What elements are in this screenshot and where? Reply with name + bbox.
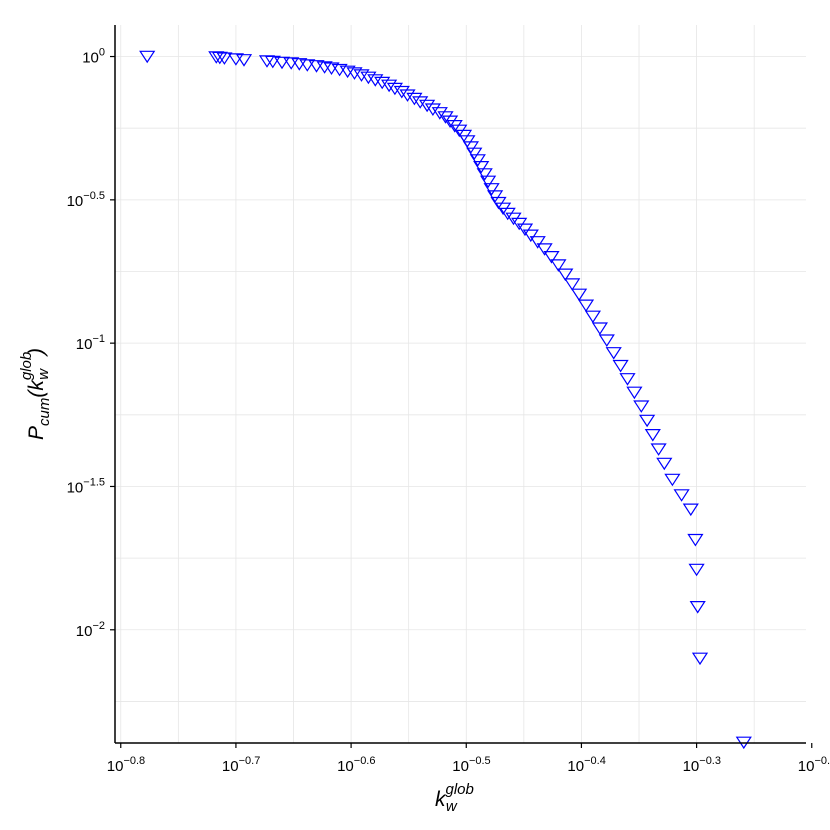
data-point (557, 268, 574, 282)
y-axis-title-base: P (25, 426, 48, 440)
data-point (353, 69, 370, 82)
data-point (412, 96, 429, 109)
data-point (381, 79, 398, 93)
x-tick-label: 10−0.6 (337, 755, 375, 775)
data-point (418, 99, 436, 113)
data-point (437, 111, 454, 124)
data-point (367, 74, 384, 87)
data-point (687, 533, 704, 547)
data-point (486, 190, 504, 203)
data-point (273, 56, 291, 70)
data-point (522, 229, 539, 243)
data-point (650, 443, 667, 456)
data-point (483, 183, 500, 196)
data-point (591, 322, 608, 336)
data-point (644, 429, 661, 442)
data-point (346, 67, 363, 80)
data-point (619, 373, 636, 386)
x-axis-title-base: k (435, 788, 447, 811)
x-tick-label: 10−0.7 (222, 755, 260, 775)
data-point (235, 54, 253, 67)
data-point (466, 147, 483, 161)
x-tick-label: 10−0.5 (452, 755, 490, 775)
data-point (638, 414, 656, 428)
x-tick-label: 10−0.8 (107, 755, 145, 775)
y-axis-title-paren-sub: w (35, 368, 52, 380)
x-axis-ticks: 10−0.8 10−0.7 10−0.6 10−0.5 10−0.4 10−0.3 10−0… (107, 743, 830, 775)
data-point (550, 259, 567, 272)
data-point (399, 89, 416, 102)
data-point (469, 154, 486, 167)
data-point (360, 71, 377, 85)
data-point (598, 334, 615, 348)
data-point (339, 65, 356, 79)
data-point (374, 76, 391, 90)
data-point (406, 92, 423, 106)
data-point (386, 82, 404, 96)
data-point (543, 251, 560, 264)
data-point (673, 489, 690, 502)
data-point (584, 310, 601, 324)
data-point (564, 278, 581, 291)
data-point (476, 168, 493, 181)
data-point (536, 243, 553, 256)
data-point (612, 359, 629, 373)
data-point (656, 457, 673, 471)
data-point (316, 61, 333, 74)
data-point (480, 175, 497, 189)
y-tick-label: 100 (82, 47, 105, 67)
data-point (691, 652, 709, 666)
x-tick-label: 10−0.4 (567, 755, 605, 775)
axes (114, 25, 806, 744)
data-point (605, 347, 622, 360)
y-axis-ticks: 100 10−0.5 10−1 10−1.5 10−2 (67, 47, 115, 640)
data-point (216, 52, 233, 65)
data-point (473, 161, 490, 174)
y-axis-title-paren-base: k (25, 379, 48, 391)
x-axis-title-sup: glob (446, 781, 474, 798)
data-point (264, 55, 281, 69)
y-axis-title-sub: cum (36, 398, 53, 426)
x-axis-title-sub: w (446, 798, 458, 815)
data-point (633, 400, 650, 413)
data-point (570, 288, 588, 302)
grid (115, 25, 806, 743)
x-tick-label: 10−0.2 (798, 755, 830, 775)
data-point (299, 59, 316, 72)
y-tick-label: 10−1.5 (67, 476, 105, 496)
data-point (139, 50, 156, 64)
data-point (664, 473, 681, 487)
data-point (393, 85, 410, 99)
data-point (529, 236, 546, 249)
data-point (689, 601, 706, 614)
y-axis-title: Pcum(kglobw) (18, 348, 53, 440)
data-point (682, 503, 699, 517)
x-axis-title: kglob w (435, 781, 474, 815)
data-point (688, 563, 705, 577)
data-point (577, 299, 595, 313)
data-point (459, 135, 476, 148)
data-point (283, 57, 300, 70)
data-point (462, 141, 480, 154)
data-point (446, 120, 463, 133)
y-tick-label: 10−0.5 (67, 190, 105, 210)
data-points (139, 50, 752, 750)
data-point (424, 103, 441, 117)
data-point (441, 115, 459, 129)
data-point (626, 386, 643, 400)
y-axis-title-paren-sup: glob (18, 352, 35, 380)
y-tick-label: 10−2 (76, 620, 105, 640)
data-point (431, 107, 448, 120)
x-tick-label: 10−0.3 (683, 755, 721, 775)
y-tick-label: 10−1 (76, 333, 105, 353)
